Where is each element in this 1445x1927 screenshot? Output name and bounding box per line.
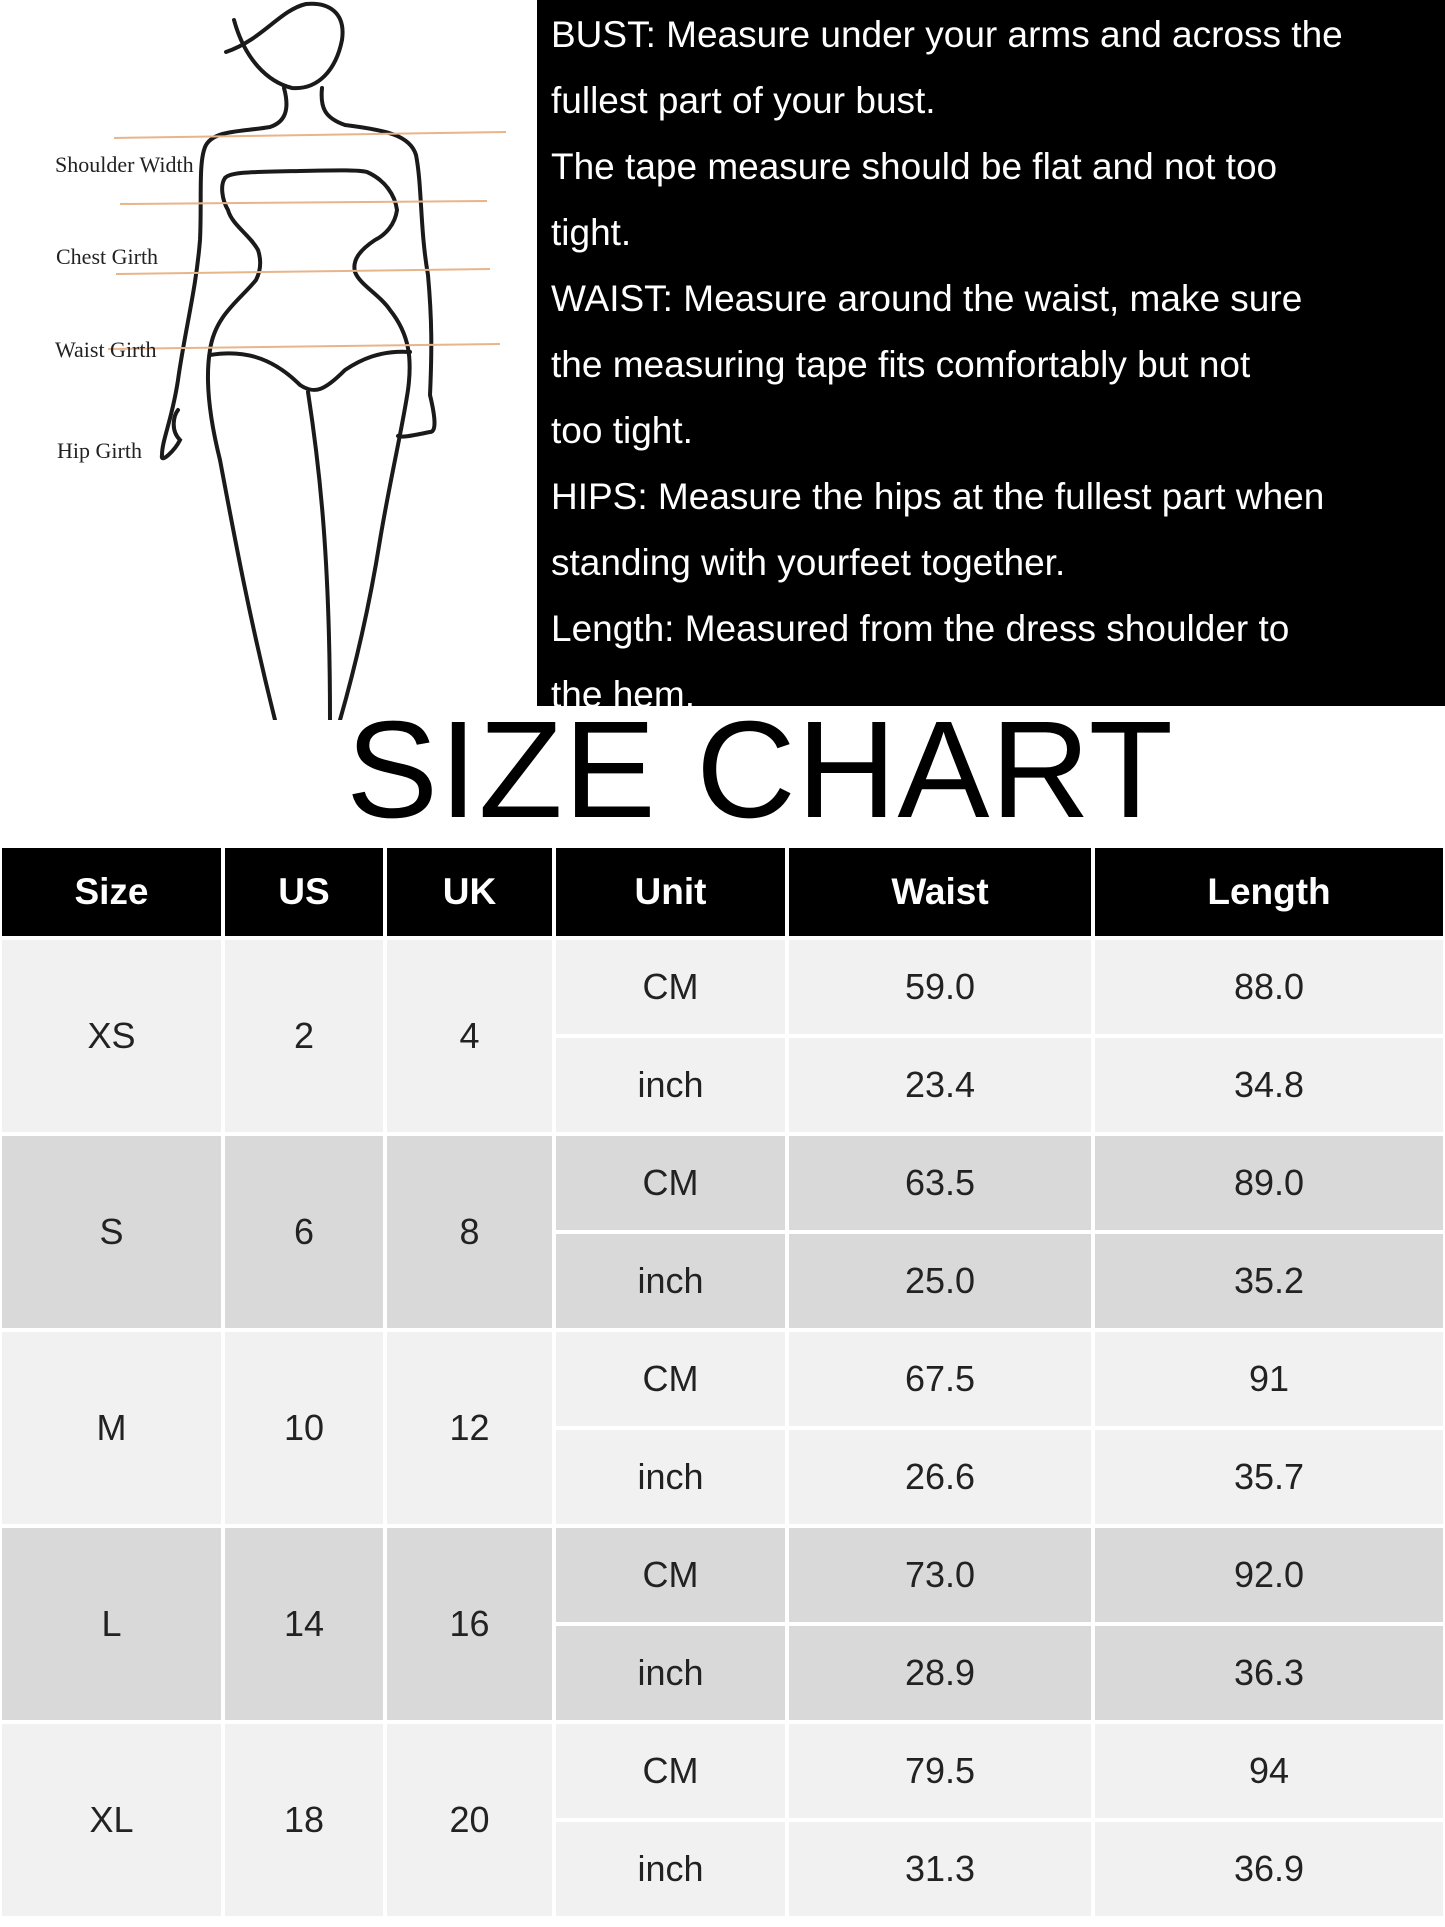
cell-uk: 20 <box>387 1724 552 1916</box>
cell-uk: 4 <box>387 940 552 1132</box>
cell-us: 14 <box>225 1528 383 1720</box>
instruction-line: the measuring tape fits comfortably but … <box>551 344 1251 385</box>
page-title: SIZE CHART <box>346 693 1174 847</box>
body-outline <box>159 1 437 720</box>
waist-line <box>115 268 491 275</box>
header-unit: Unit <box>556 848 785 936</box>
cell-waist: 67.5 <box>789 1332 1091 1426</box>
cell-unit: CM <box>556 1332 785 1426</box>
cell-unit: CM <box>556 940 785 1034</box>
cell-unit: inch <box>556 1822 785 1916</box>
hip-line <box>107 343 501 350</box>
cell-length: 36.3 <box>1095 1626 1443 1720</box>
cell-us: 2 <box>225 940 383 1132</box>
cell-unit: CM <box>556 1136 785 1230</box>
cell-waist: 63.5 <box>789 1136 1091 1230</box>
cell-waist: 59.0 <box>789 940 1091 1034</box>
shoulder-line <box>113 131 507 139</box>
instruction-line: tight. <box>551 212 632 253</box>
cell-size: L <box>2 1528 221 1720</box>
cell-uk: 8 <box>387 1136 552 1328</box>
cell-waist: 23.4 <box>789 1038 1091 1132</box>
instruction-line: WAIST: Measure around the waist, make su… <box>551 278 1303 319</box>
instruction-line: Length: Measured from the dress shoulder… <box>551 608 1290 649</box>
label-waist-girth: Waist Girth <box>55 337 157 362</box>
label-chest-girth: Chest Girth <box>56 244 158 269</box>
size-table: Size US UK Unit Waist Length XS 2 4 CM 59.0 88.0 inc… <box>2 848 1443 1916</box>
cell-waist: 31.3 <box>789 1822 1091 1916</box>
cell-length: 92.0 <box>1095 1528 1443 1622</box>
cell-us: 6 <box>225 1136 383 1328</box>
header-length: Length <box>1095 848 1443 936</box>
cell-size: S <box>2 1136 221 1328</box>
cell-waist: 25.0 <box>789 1234 1091 1328</box>
instruction-line: HIPS: Measure the hips at the fullest pa… <box>551 476 1325 517</box>
cell-unit: inch <box>556 1626 785 1720</box>
cell-length: 88.0 <box>1095 940 1443 1034</box>
instruction-line: the hem. <box>551 674 695 715</box>
cell-length: 89.0 <box>1095 1136 1443 1230</box>
cell-unit: CM <box>556 1724 785 1818</box>
cell-waist: 79.5 <box>789 1724 1091 1818</box>
measuring-instructions: BUST: Measure under your arms and across… <box>537 0 1445 715</box>
instruction-line: fullest part of your bust. <box>551 80 936 121</box>
cell-length: 36.9 <box>1095 1822 1443 1916</box>
cell-uk: 12 <box>387 1332 552 1524</box>
cell-uk: 16 <box>387 1528 552 1720</box>
cell-unit: inch <box>556 1430 785 1524</box>
header-waist: Waist <box>789 848 1091 936</box>
header-uk: UK <box>387 848 552 936</box>
cell-length: 94 <box>1095 1724 1443 1818</box>
cell-length: 91 <box>1095 1332 1443 1426</box>
cell-size: XS <box>2 940 221 1132</box>
instruction-line: The tape measure should be flat and not … <box>551 146 1278 187</box>
cell-us: 18 <box>225 1724 383 1916</box>
cell-unit: CM <box>556 1528 785 1622</box>
cell-waist: 73.0 <box>789 1528 1091 1622</box>
cell-unit: inch <box>556 1038 785 1132</box>
cell-waist: 28.9 <box>789 1626 1091 1720</box>
label-hip-girth: Hip Girth <box>57 438 142 463</box>
instruction-line: too tight. <box>551 410 693 451</box>
cell-waist: 26.6 <box>789 1430 1091 1524</box>
body-measurement-figure: Shoulder Width Chest Girth Waist Girth H… <box>55 1 507 720</box>
header-us: US <box>225 848 383 936</box>
measurement-lines <box>107 131 507 350</box>
instruction-line: BUST: Measure under your arms and across… <box>551 14 1343 55</box>
cell-length: 35.2 <box>1095 1234 1443 1328</box>
cell-length: 35.7 <box>1095 1430 1443 1524</box>
label-shoulder-width: Shoulder Width <box>55 152 194 177</box>
cell-unit: inch <box>556 1234 785 1328</box>
chest-line <box>119 200 488 205</box>
instruction-line: standing with yourfeet together. <box>551 542 1066 583</box>
header-size: Size <box>2 848 221 936</box>
cell-size: M <box>2 1332 221 1524</box>
cell-length: 34.8 <box>1095 1038 1443 1132</box>
cell-us: 10 <box>225 1332 383 1524</box>
cell-size: XL <box>2 1724 221 1916</box>
